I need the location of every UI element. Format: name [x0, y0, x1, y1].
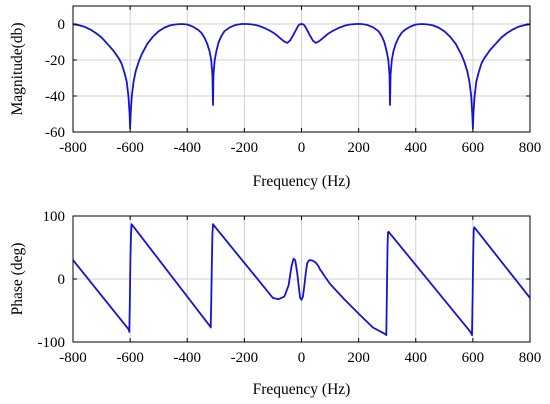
x-tick-label: -600 — [116, 350, 144, 366]
y-tick-label: 100 — [43, 209, 66, 225]
phase-plot: -800 -600 -400 -200 0 200 400 600 8001000-100Fre… — [9, 209, 541, 398]
y-axis-label: Phase (deg) — [9, 243, 26, 316]
x-tick-label: 200 — [347, 140, 370, 156]
y-tick-label: -20 — [45, 53, 65, 69]
magnitude-plot: -800 -600 -400 -200 0 200 400 600 800 0 -20 -40 -60 F… — [9, 5, 542, 190]
x-tick-label: 200 — [347, 350, 370, 366]
x-tick-label: -200 — [231, 350, 259, 366]
x-tick-label: -200 — [231, 140, 259, 156]
x-tick-label: -400 — [174, 350, 202, 366]
x-axis-label: Frequency (Hz) — [253, 381, 351, 398]
y-axis-label: Magnitude(db) — [9, 23, 26, 116]
data-line — [72, 23, 531, 130]
x-tick-label: -400 — [174, 140, 202, 156]
x-tick-label: 800 — [519, 350, 542, 366]
y-tick-label: -100 — [38, 335, 66, 351]
x-tick-label: 600 — [462, 350, 485, 366]
data-line — [72, 223, 531, 337]
y-tick-label: 0 — [58, 17, 66, 33]
x-tick-label: 800 — [519, 140, 542, 156]
x-axis-label: Frequency (Hz) — [253, 173, 351, 190]
x-tick-label: -800 — [59, 350, 87, 366]
y-tick-label: 0 — [58, 272, 66, 288]
x-tick-label: 0 — [298, 140, 306, 156]
x-tick-label: 400 — [405, 140, 428, 156]
y-tick-label: -60 — [45, 125, 65, 141]
x-tick-label: -800 — [59, 140, 87, 156]
x-tick-label: 600 — [462, 140, 485, 156]
x-tick-label: 400 — [405, 350, 428, 366]
x-tick-label: 0 — [298, 350, 306, 366]
y-tick-label: -40 — [45, 89, 65, 105]
x-tick-label: -600 — [116, 140, 144, 156]
